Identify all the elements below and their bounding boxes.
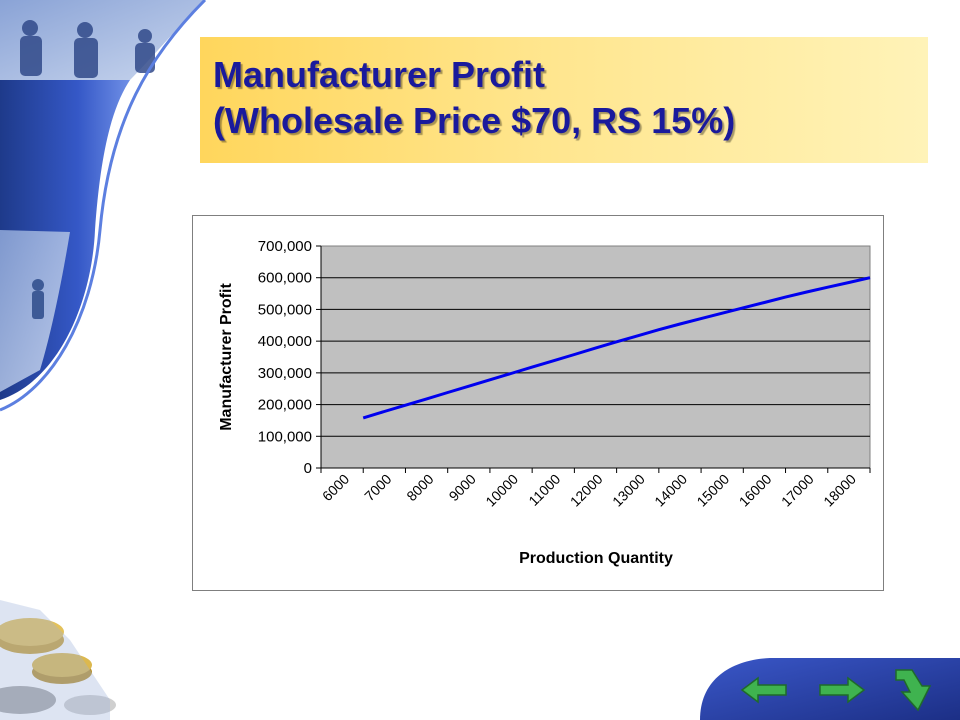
x-tick-label: 8000 [403,471,436,504]
blue-sweep-edge [0,0,207,412]
x-tick-label: 12000 [567,471,606,510]
y-tick-label: 0 [304,460,312,477]
x-axis-ticks: 6000 7000 8000 9000 10000 11000 12000 13000 1400… [319,467,871,510]
x-tick-label: 16000 [736,471,775,510]
profit-series-line [362,276,871,420]
title-banner: Manufacturer Profit (Wholesale Price $70… [200,37,928,163]
x-tick-label: 17000 [778,471,817,510]
y-tick-label: 300,000 [258,365,312,382]
x-tick-label: 14000 [651,471,690,510]
people-photo [0,0,205,80]
series-layer [362,276,871,420]
x-tick-label: 9000 [446,471,479,504]
slide-title-line-2: (Wholesale Price $70, RS 15%) [213,100,736,141]
y-axis-label: Manufacturer Profit [218,283,235,431]
worker-image [32,279,44,319]
chart-frame: 0 100,000 200,000 300,000 400,000 500,000 600,… [192,215,884,591]
business-people-image [20,20,155,78]
y-axis-ticks: 0 100,000 200,000 300,000 400,000 500,000 600,… [258,238,322,477]
y-tick-label: 400,000 [258,333,312,350]
x-tick-label: 6000 [319,471,352,504]
y-tick-label: 500,000 [258,301,312,318]
slide-title-line-1: Manufacturer Profit [213,54,546,95]
x-tick-label: 7000 [361,471,394,504]
back-arrow-icon[interactable] [740,676,788,704]
profit-chart: 0 100,000 200,000 300,000 400,000 500,000 600,… [218,238,871,567]
plot-area [320,245,871,469]
x-tick-label: 18000 [820,471,859,510]
x-tick-label: 13000 [609,471,648,510]
x-tick-label: 10000 [482,471,521,510]
return-arrow-icon[interactable] [892,666,932,714]
y-tick-label: 200,000 [258,397,312,414]
slide-navigation [680,658,960,720]
y-tick-label: 700,000 [258,238,312,255]
coins-image [0,600,116,720]
x-tick-label: 15000 [693,471,732,510]
x-tick-label: 11000 [525,471,563,509]
y-tick-label: 600,000 [258,270,312,287]
x-axis-label: Production Quantity [519,550,673,567]
y-tick-label: 100,000 [258,428,312,445]
forward-arrow-icon[interactable] [818,676,866,704]
